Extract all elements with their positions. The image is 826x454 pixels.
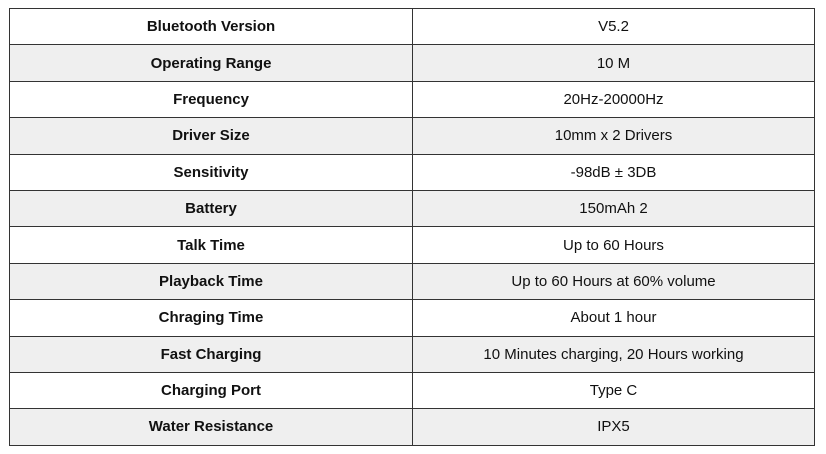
spec-label: Fast Charging [9,335,413,373]
table-row: Playback Time Up to 60 Hours at 60% volum… [9,262,815,301]
spec-value: V5.2 [412,7,815,46]
spec-value: About 1 hour [412,299,815,337]
table-row: Talk Time Up to 60 Hours [9,226,815,264]
table-row: Charging Port Type C [9,371,815,410]
table-row: Battery 150mAh 2 [9,189,815,228]
table-row: Sensitivity -98dB ± 3DB [9,153,815,191]
spec-label: Bluetooth Version [9,7,413,46]
spec-value: 20Hz-20000Hz [412,80,815,119]
spec-value: 10mm x 2 Drivers [412,117,815,155]
spec-label: Sensitivity [9,153,413,191]
spec-value: 10 M [412,44,815,82]
spec-label: Charging Port [9,371,413,410]
table-row: Frequency 20Hz-20000Hz [9,80,815,119]
spec-value: IPX5 [412,408,815,446]
spec-label: Frequency [9,80,413,119]
spec-table: Bluetooth Version V5.2 Operating Range 10 M… [9,7,815,446]
table-row: Fast Charging 10 Minutes charging, 20 Hou… [9,335,815,373]
table-row: Driver Size 10mm x 2 Drivers [9,117,815,155]
spec-value: Up to 60 Hours at 60% volume [412,262,815,301]
table-row: Operating Range 10 M [9,44,815,82]
spec-value: 10 Minutes charging, 20 Hours working [412,335,815,373]
spec-label: Operating Range [9,44,413,82]
spec-label: Battery [9,189,413,228]
spec-label: Talk Time [9,226,413,264]
spec-label: Playback Time [9,262,413,301]
spec-value: Type C [412,371,815,410]
table-row: Chraging Time About 1 hour [9,299,815,337]
spec-label: Water Resistance [9,408,413,446]
table-row: Bluetooth Version V5.2 [9,7,815,46]
spec-table-body: Bluetooth Version V5.2 Operating Range 10 M… [9,7,815,446]
spec-label: Chraging Time [9,299,413,337]
spec-label: Driver Size [9,117,413,155]
spec-value: Up to 60 Hours [412,226,815,264]
table-row: Water Resistance IPX5 [9,408,815,446]
spec-value: -98dB ± 3DB [412,153,815,191]
spec-value: 150mAh 2 [412,189,815,228]
